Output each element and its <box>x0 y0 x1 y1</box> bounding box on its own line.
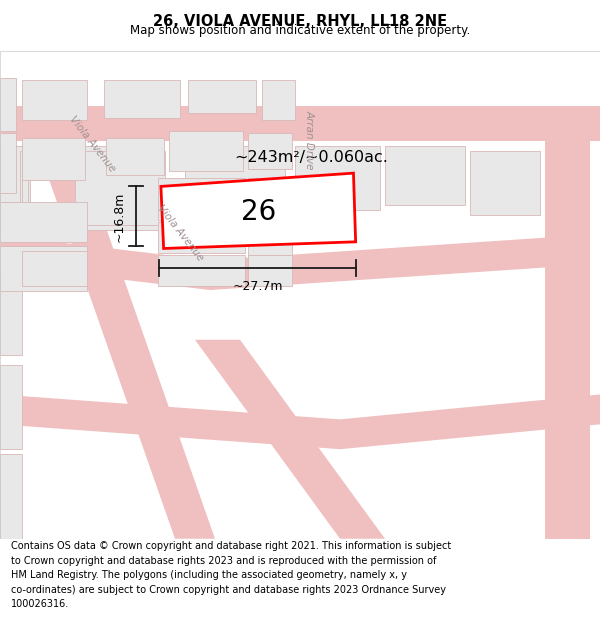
Polygon shape <box>188 80 256 113</box>
Text: ~27.7m: ~27.7m <box>232 281 283 293</box>
Polygon shape <box>25 111 215 539</box>
Polygon shape <box>20 151 30 231</box>
Polygon shape <box>0 133 16 193</box>
Polygon shape <box>22 138 85 180</box>
Text: ~243m²/~0.060ac.: ~243m²/~0.060ac. <box>235 150 388 165</box>
Polygon shape <box>0 246 87 291</box>
Polygon shape <box>0 235 580 290</box>
Polygon shape <box>0 270 22 355</box>
Polygon shape <box>545 106 590 539</box>
Text: ~16.8m: ~16.8m <box>112 191 125 241</box>
Polygon shape <box>75 146 160 201</box>
Polygon shape <box>0 146 22 231</box>
Polygon shape <box>262 80 295 120</box>
Polygon shape <box>385 146 465 206</box>
Text: Viola Avenue: Viola Avenue <box>68 114 118 174</box>
Polygon shape <box>22 80 87 120</box>
Polygon shape <box>158 177 245 219</box>
Polygon shape <box>248 133 292 169</box>
Polygon shape <box>158 222 245 253</box>
Polygon shape <box>0 454 22 539</box>
Polygon shape <box>185 146 285 216</box>
Polygon shape <box>248 177 292 219</box>
Text: Contains OS data © Crown copyright and database right 2021. This information is : Contains OS data © Crown copyright and d… <box>11 541 451 609</box>
Polygon shape <box>248 255 292 286</box>
Polygon shape <box>0 364 22 449</box>
Text: 26: 26 <box>241 199 276 226</box>
Text: Viola Avenue: Viola Avenue <box>155 203 205 263</box>
Text: Arran Drive: Arran Drive <box>305 110 315 169</box>
Polygon shape <box>195 340 385 539</box>
Polygon shape <box>22 151 28 226</box>
Polygon shape <box>248 222 292 255</box>
Text: 26, VIOLA AVENUE, RHYL, LL18 2NE: 26, VIOLA AVENUE, RHYL, LL18 2NE <box>153 14 447 29</box>
Polygon shape <box>104 80 180 118</box>
Polygon shape <box>161 173 356 249</box>
Polygon shape <box>75 211 160 231</box>
Polygon shape <box>106 138 164 176</box>
Polygon shape <box>75 151 165 226</box>
Polygon shape <box>22 251 87 286</box>
Text: Map shows position and indicative extent of the property.: Map shows position and indicative extent… <box>130 24 470 37</box>
Polygon shape <box>0 394 600 449</box>
Polygon shape <box>0 78 16 131</box>
Polygon shape <box>0 106 600 141</box>
Polygon shape <box>470 151 540 216</box>
Polygon shape <box>169 131 243 171</box>
Polygon shape <box>158 255 245 286</box>
Polygon shape <box>0 146 25 231</box>
Polygon shape <box>0 202 87 242</box>
Polygon shape <box>295 146 380 211</box>
